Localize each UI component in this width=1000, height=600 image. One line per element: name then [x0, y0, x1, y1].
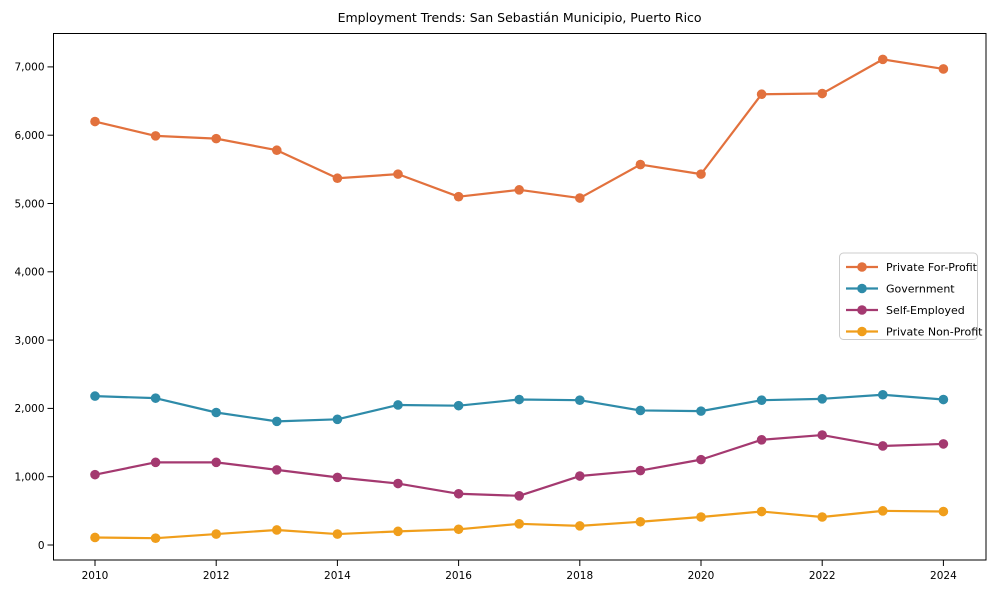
y-tick-label: 4,000: [14, 267, 44, 279]
series-marker-government: [272, 416, 282, 427]
y-tick-label: 6,000: [14, 130, 44, 142]
x-tick-label: 2024: [930, 570, 957, 582]
series-marker-private-non-profit: [817, 512, 827, 522]
series-marker-private-for-profit: [635, 159, 646, 170]
series-marker-self-employed: [393, 478, 403, 489]
series-marker-self-employed: [756, 435, 767, 445]
series-marker-government: [393, 400, 403, 410]
series-marker-private-for-profit: [150, 131, 161, 141]
series-line-self-employed: [94, 433, 944, 497]
series-marker-government: [938, 394, 949, 405]
series-marker-private-non-profit: [453, 524, 464, 535]
axes-frame: [53, 33, 987, 561]
x-tick-label: 2010: [82, 570, 109, 582]
series-line-private-for-profit: [94, 58, 944, 200]
series-marker-private-for-profit: [575, 193, 585, 203]
series-marker-self-employed: [211, 457, 221, 468]
series-marker-private-non-profit: [575, 521, 585, 531]
series-marker-private-for-profit: [211, 133, 221, 144]
series-marker-private-non-profit: [393, 526, 403, 537]
x-tick-label: 2022: [809, 570, 836, 582]
y-tick-label: 1,000: [14, 472, 44, 484]
series-marker-government: [575, 395, 585, 406]
series-marker-private-non-profit: [272, 525, 282, 535]
series-marker-self-employed: [514, 491, 524, 501]
series-marker-self-employed: [635, 465, 646, 476]
series-marker-private-for-profit: [332, 173, 343, 184]
series-marker-government: [878, 389, 888, 400]
series-marker-private-for-profit: [514, 185, 524, 195]
series-marker-self-employed: [272, 465, 282, 475]
series-marker-self-employed: [878, 441, 888, 451]
series-marker-private-for-profit: [272, 145, 282, 156]
series-marker-private-non-profit: [332, 529, 343, 539]
series-marker-private-for-profit: [696, 169, 706, 179]
legend-marker-government: [857, 283, 867, 294]
series-marker-private-for-profit: [756, 89, 767, 100]
series-marker-private-non-profit: [635, 516, 646, 527]
y-tick-label: 5,000: [14, 198, 44, 210]
x-tick-label: 2014: [324, 570, 351, 582]
series-marker-self-employed: [817, 430, 827, 440]
series-marker-private-non-profit: [878, 506, 888, 516]
plot-area: 0 1,000 2,000 3,000 4,000 5,000 6,000 7,000 2010…: [14, 33, 987, 582]
series-marker-government: [90, 391, 100, 401]
series-marker-government: [696, 406, 706, 416]
series-marker-private-for-profit: [938, 64, 949, 74]
series-marker-self-employed: [332, 472, 343, 483]
y-tick-label: 3,000: [14, 335, 44, 347]
legend-marker-private-non-profit: [857, 326, 867, 337]
series-marker-self-employed: [696, 454, 706, 465]
series-marker-government: [211, 407, 221, 418]
legend-label-private-for-profit: Private For-Profit: [886, 261, 978, 274]
series-marker-private-for-profit: [393, 169, 403, 179]
y-tick-label: 0: [38, 540, 45, 552]
series-marker-government: [453, 400, 464, 411]
legend-label-private-non-profit: Private Non-Profit: [886, 325, 983, 338]
series-marker-self-employed: [453, 488, 464, 499]
x-tick-label: 2012: [203, 570, 230, 582]
x-tick-label: 2018: [566, 570, 593, 582]
series-marker-private-for-profit: [90, 116, 100, 127]
series-marker-private-non-profit: [211, 529, 221, 539]
legend-label-self-employed: Self-Employed: [886, 304, 965, 317]
series-marker-self-employed: [575, 471, 585, 481]
x-tick-label: 2016: [445, 570, 472, 582]
series-marker-private-non-profit: [756, 506, 767, 517]
x-tick-label: 2020: [688, 570, 715, 582]
series-marker-government: [514, 394, 524, 405]
y-tick-label: 7,000: [14, 62, 44, 74]
series-marker-self-employed: [150, 457, 161, 468]
series-marker-private-for-profit: [817, 88, 827, 99]
series-marker-private-non-profit: [938, 506, 949, 517]
series-marker-government: [635, 405, 646, 416]
chart-title: Employment Trends: San Sebastián Municip…: [338, 10, 702, 25]
series-marker-private-for-profit: [453, 191, 464, 202]
series-marker-private-non-profit: [514, 519, 524, 529]
series-marker-government: [756, 395, 767, 406]
legend-label-government: Government: [886, 282, 955, 295]
legend-marker-self-employed: [857, 305, 867, 315]
y-tick-label: 2,000: [14, 403, 44, 415]
series-marker-government: [332, 414, 343, 425]
legend-box: [839, 252, 978, 340]
series-marker-private-non-profit: [150, 533, 161, 543]
series-marker-private-non-profit: [90, 532, 100, 543]
legend-marker-private-for-profit: [857, 262, 867, 272]
series-marker-government: [150, 393, 161, 403]
series-marker-government: [817, 394, 827, 404]
series-marker-self-employed: [90, 469, 100, 480]
series-marker-private-for-profit: [878, 54, 888, 65]
series-marker-self-employed: [938, 439, 949, 449]
series-marker-private-non-profit: [696, 512, 706, 522]
